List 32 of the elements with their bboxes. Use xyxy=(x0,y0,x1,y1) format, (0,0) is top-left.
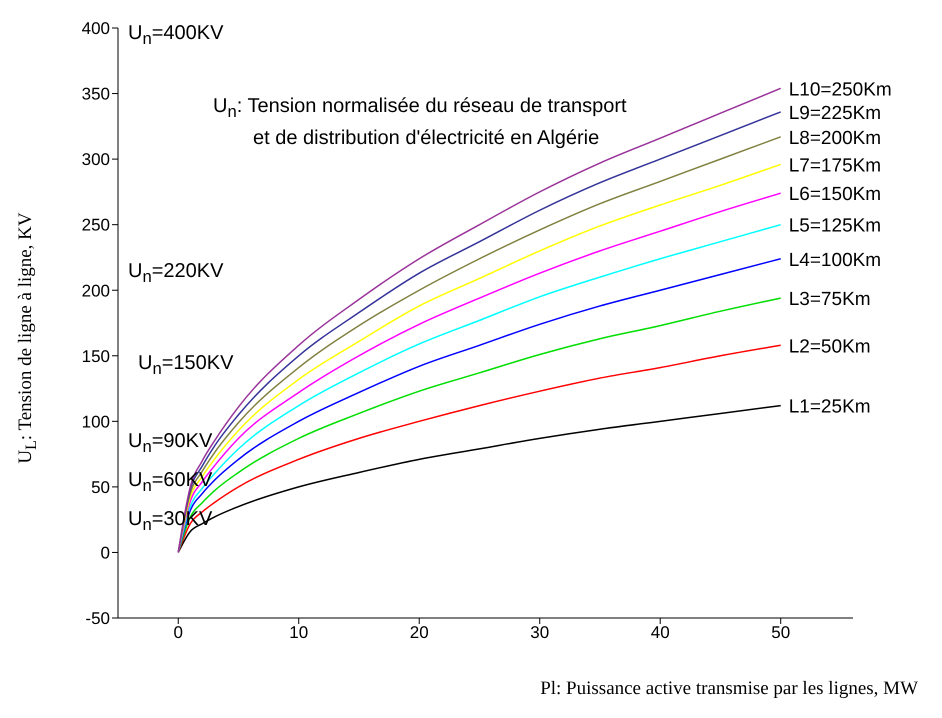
y-tick-label: 0 xyxy=(100,543,110,562)
annotation: U$_{n}$: Tension normalisée du réseau de transport et de distribution d'électricité en Algérie xyxy=(213,94,628,151)
annotation: U$_{n}$=90KV xyxy=(128,429,212,458)
annotation: U$_{n}$=220KV xyxy=(128,259,224,288)
y-tick-label: 350 xyxy=(82,84,110,104)
y-tick-label: 300 xyxy=(82,150,110,170)
x-tick-label: 30 xyxy=(530,623,550,642)
x-tick-label: 50 xyxy=(771,623,790,642)
y-tick-label: 400 xyxy=(82,19,110,38)
series-label: L5=125Km xyxy=(788,216,882,237)
series-label: L2=50Km xyxy=(788,336,871,358)
x-tick-label: 20 xyxy=(410,623,429,642)
series-label: L7=175Km xyxy=(788,155,882,176)
series-label: L1=25Km xyxy=(788,396,871,418)
annotation: U$_{n}$=400KV xyxy=(128,21,224,50)
series-label: L3=75Km xyxy=(788,289,871,310)
series-label: L10=250Km xyxy=(788,79,892,100)
y-tick-label: 200 xyxy=(82,281,110,300)
series-label: L9=225Km xyxy=(788,102,882,124)
series-label: L6=150Km xyxy=(788,184,882,206)
y-tick-label: 100 xyxy=(82,412,110,432)
y-tick-label: 150 xyxy=(82,346,110,366)
x-tick-label: 40 xyxy=(650,623,670,642)
y-tick-label: 250 xyxy=(82,216,110,235)
series-label: L8=200Km xyxy=(788,128,882,149)
y-tick-label: 50 xyxy=(91,478,110,497)
series-label: L4=100Km xyxy=(788,250,882,271)
y-tick-label: -50 xyxy=(85,609,110,628)
annotation: U$_{n}$=150KV xyxy=(138,351,234,380)
x-axis-title: Pl: Puissance active transmise par les lignes, MW xyxy=(540,678,918,700)
x-tick-label: 10 xyxy=(289,623,308,642)
x-tick-label: 0 xyxy=(174,623,183,642)
